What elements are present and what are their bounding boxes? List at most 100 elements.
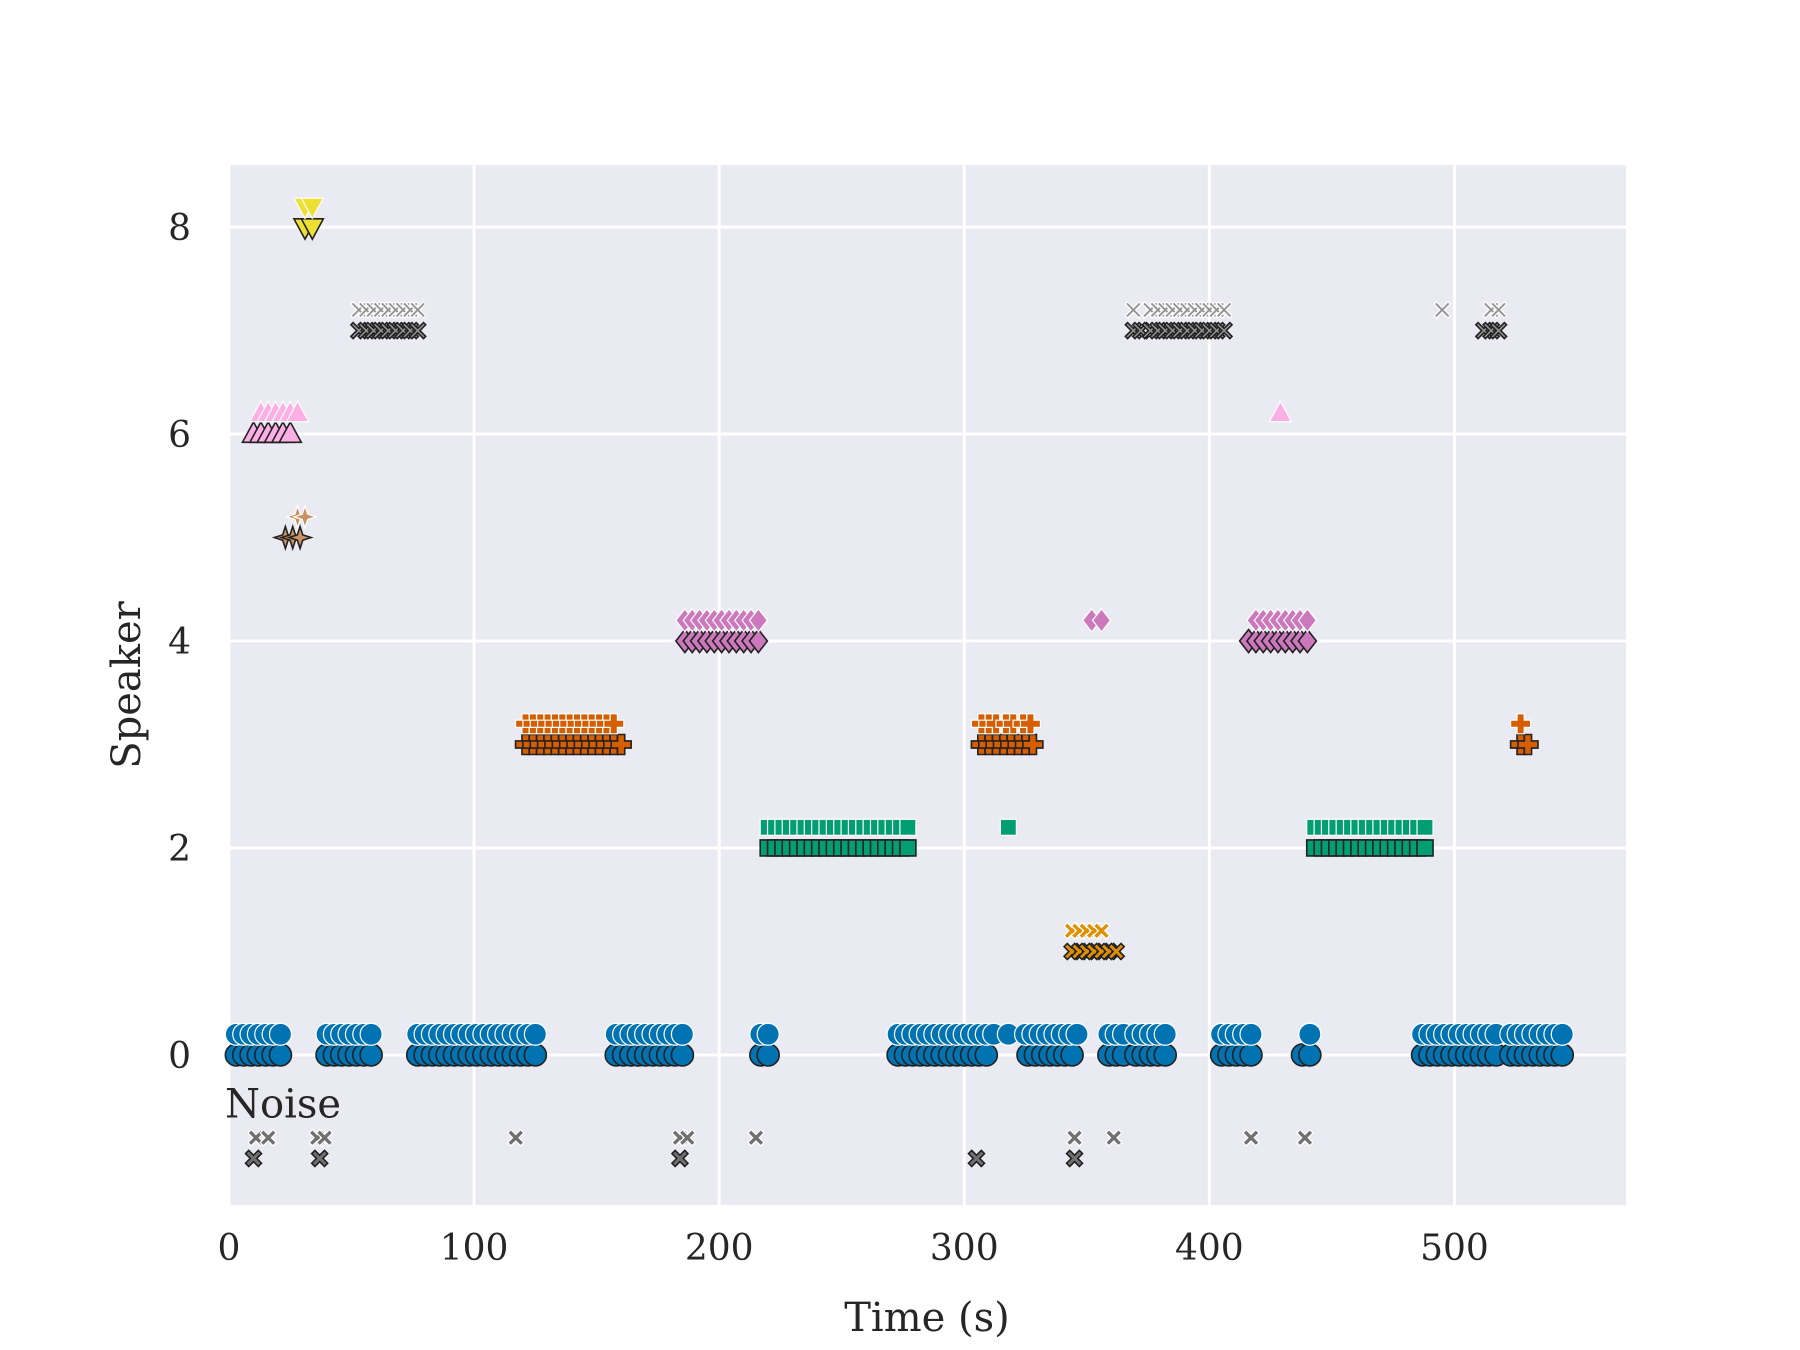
point	[1065, 1128, 1084, 1147]
point	[408, 321, 427, 340]
point	[292, 503, 318, 530]
point	[1550, 1022, 1574, 1046]
x-tick-label: 300	[930, 1228, 999, 1269]
point	[1298, 1043, 1322, 1067]
point	[1153, 1043, 1178, 1067]
point	[277, 420, 303, 444]
point	[1091, 607, 1112, 633]
series-speaker-2-lower	[759, 839, 1434, 857]
point	[747, 1128, 765, 1147]
point	[1022, 733, 1044, 756]
grid	[227, 165, 1626, 1205]
point	[300, 197, 325, 220]
series-speaker-4-upper	[675, 607, 1318, 633]
point	[748, 607, 769, 633]
point	[610, 733, 632, 756]
point	[899, 818, 917, 836]
point	[506, 1128, 525, 1147]
point	[359, 1022, 383, 1046]
y-tick-label: 4	[168, 622, 191, 663]
point	[756, 1022, 780, 1046]
point	[1092, 921, 1111, 940]
point	[999, 818, 1017, 836]
point	[1107, 942, 1126, 961]
point	[1297, 607, 1318, 633]
point	[310, 1149, 329, 1168]
series-speaker-3-lower	[514, 733, 1539, 756]
series-speaker-0-upper	[224, 1022, 1574, 1046]
point	[899, 839, 917, 857]
point	[1019, 713, 1042, 735]
x-tick-label: 400	[1175, 1228, 1244, 1269]
series-speaker-4-lower	[674, 628, 1318, 654]
y-tick-label: 8	[168, 208, 191, 249]
y-axis-label: Speaker	[104, 600, 150, 768]
data-marks	[224, 197, 1575, 1168]
point	[259, 1128, 278, 1147]
series-speaker-7-upper	[350, 301, 1508, 319]
point	[1489, 301, 1508, 319]
y-tick-label: 0	[168, 1036, 191, 1077]
point	[1104, 1128, 1123, 1147]
x-tick-label: 200	[685, 1228, 754, 1269]
point	[1433, 301, 1452, 319]
point	[286, 523, 314, 552]
point	[1239, 1043, 1263, 1067]
series-speaker-3-upper	[514, 713, 1532, 735]
point	[748, 628, 769, 654]
point	[1239, 1022, 1263, 1046]
point	[315, 1128, 334, 1147]
point	[967, 1149, 986, 1168]
point	[670, 1149, 690, 1168]
point	[974, 1043, 999, 1067]
series-speaker-2-upper	[759, 818, 1434, 836]
point	[1296, 1128, 1314, 1147]
series-speaker-5-upper	[284, 503, 318, 530]
point	[523, 1043, 548, 1067]
x-axis-label: Time (s)	[844, 1295, 1010, 1341]
series-speaker--1-upper	[247, 1128, 1314, 1147]
point	[523, 1022, 547, 1046]
point	[1550, 1043, 1575, 1067]
series-speaker-7-lower	[349, 321, 1508, 340]
x-tick-labels: 0 100 200 300 400 500	[218, 1228, 1489, 1269]
point	[670, 1043, 695, 1067]
series-speaker-6-upper	[248, 399, 1293, 423]
point	[408, 301, 427, 319]
series-speaker--1-lower	[244, 1149, 1084, 1168]
series-speaker-1-upper	[1063, 921, 1111, 940]
point	[1510, 713, 1532, 735]
point	[678, 1128, 697, 1147]
point	[1124, 301, 1143, 319]
point	[670, 1022, 695, 1046]
point	[268, 1043, 293, 1067]
point	[1489, 321, 1508, 340]
series-speaker-1-lower	[1062, 942, 1126, 961]
point	[1297, 628, 1318, 654]
point	[1153, 1022, 1177, 1046]
y-tick-label: 2	[168, 829, 191, 870]
point	[1065, 1022, 1089, 1046]
point	[268, 1022, 293, 1046]
point	[603, 713, 625, 735]
noise-annotation: Noise	[225, 1082, 341, 1128]
series-speaker-6-lower	[241, 420, 303, 444]
point	[1517, 733, 1539, 756]
y-tick-labels: 0 2 4 6 8	[168, 208, 191, 1077]
series-speaker-5-lower	[271, 523, 314, 552]
point	[1298, 1022, 1322, 1046]
point	[285, 399, 310, 423]
point	[1065, 1149, 1084, 1168]
point	[1268, 399, 1293, 423]
point	[1215, 301, 1233, 319]
point	[1242, 1128, 1260, 1147]
x-tick-label: 100	[440, 1228, 509, 1269]
x-tick-label: 500	[1420, 1228, 1489, 1269]
point	[359, 1043, 383, 1067]
point	[1214, 321, 1234, 340]
point	[1416, 818, 1434, 836]
x-tick-label: 0	[218, 1228, 241, 1269]
point	[756, 1043, 780, 1067]
point	[244, 1149, 263, 1168]
